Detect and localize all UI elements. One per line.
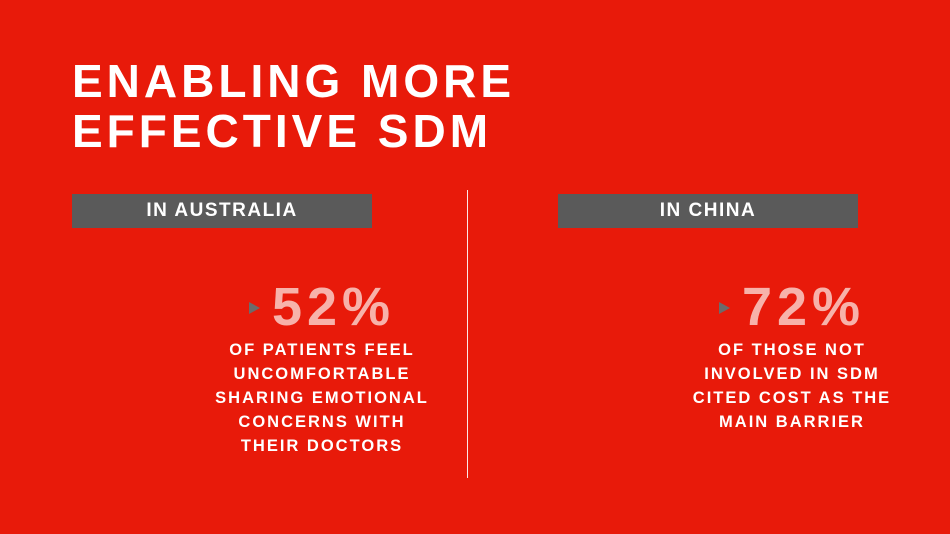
stat-number-australia: 52% <box>271 277 396 337</box>
caption-line: THEIR DOCTORS <box>240 437 404 455</box>
column-divider <box>467 190 468 478</box>
stat-number-china: 72% <box>741 277 866 337</box>
stat-caption-china: OF THOSE NOT INVOLVED IN SDM CITED COST … <box>672 338 912 434</box>
region-label-china: IN CHINA <box>558 194 858 228</box>
page-title: ENABLING MORE EFFECTIVE SDM <box>72 56 515 156</box>
caption-line: INVOLVED IN SDM <box>704 365 880 383</box>
triangle-arrow-right-icon <box>248 302 260 314</box>
title-line-1: ENABLING MORE <box>72 55 515 107</box>
triangle-arrow-right-icon <box>718 302 730 314</box>
caption-line: CONCERNS WITH <box>238 413 406 431</box>
caption-line: OF THOSE NOT <box>718 341 866 359</box>
region-label-australia: IN AUSTRALIA <box>72 194 372 228</box>
caption-line: UNCOMFORTABLE <box>233 365 411 383</box>
stat-block-china: 72% OF THOSE NOT INVOLVED IN SDM CITED C… <box>672 276 912 434</box>
stat-caption-australia: OF PATIENTS FEEL UNCOMFORTABLE SHARING E… <box>192 338 452 458</box>
caption-line: OF PATIENTS FEEL <box>229 341 415 359</box>
stat-row-china: 72% <box>672 276 912 338</box>
stat-block-australia: 52% OF PATIENTS FEEL UNCOMFORTABLE SHARI… <box>192 276 452 458</box>
stat-row-australia: 52% <box>192 276 452 338</box>
caption-line: SHARING EMOTIONAL <box>215 389 429 407</box>
caption-line: CITED COST AS THE <box>692 389 892 407</box>
caption-line: MAIN BARRIER <box>719 413 865 431</box>
title-line-2: EFFECTIVE SDM <box>72 105 493 157</box>
